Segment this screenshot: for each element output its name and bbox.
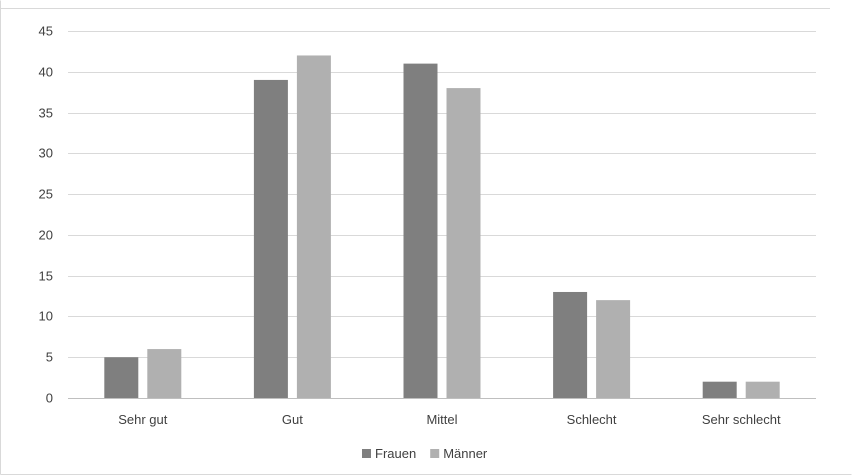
bar-frauen — [104, 357, 139, 398]
x-category-label: Sehr schlecht — [702, 412, 781, 427]
x-category-label: Schlecht — [567, 412, 617, 427]
bar-frauen — [553, 291, 588, 398]
x-category-label: Mittel — [426, 412, 457, 427]
bar-mnner — [596, 300, 631, 398]
gridlines — [68, 31, 816, 399]
y-tick-label: 20 — [39, 228, 53, 243]
bar-frauen — [702, 381, 737, 398]
y-tick-label: 0 — [46, 391, 53, 406]
y-axis-ticks: 0 5 10 15 20 25 30 35 40 45 — [39, 24, 53, 406]
x-axis-categories: Sehr gut Gut Mittel Schlecht Sehr schlecht — [118, 412, 781, 427]
legend-swatch — [430, 449, 440, 458]
y-tick-label: 45 — [39, 24, 53, 39]
bar-mnner — [296, 55, 331, 398]
legend: Frauen Männer — [362, 446, 488, 461]
bar-frauen — [403, 63, 438, 398]
y-tick-label: 15 — [39, 269, 53, 284]
bar-frauen — [253, 79, 288, 398]
y-tick-label: 40 — [39, 65, 53, 80]
bar-mnner — [446, 88, 481, 398]
bar-mnner — [745, 381, 780, 398]
y-tick-label: 35 — [39, 106, 53, 121]
x-category-label: Gut — [282, 412, 303, 427]
legend-swatch — [362, 449, 371, 458]
y-tick-label: 30 — [39, 146, 53, 161]
x-category-label: Sehr gut — [118, 412, 168, 427]
y-tick-label: 25 — [39, 187, 53, 202]
y-tick-label: 10 — [39, 309, 53, 324]
bars — [104, 55, 780, 398]
y-tick-label: 5 — [46, 350, 53, 365]
legend-label: Frauen — [375, 446, 416, 461]
bar-mnner — [147, 349, 182, 398]
legend-label: Männer — [443, 446, 488, 461]
